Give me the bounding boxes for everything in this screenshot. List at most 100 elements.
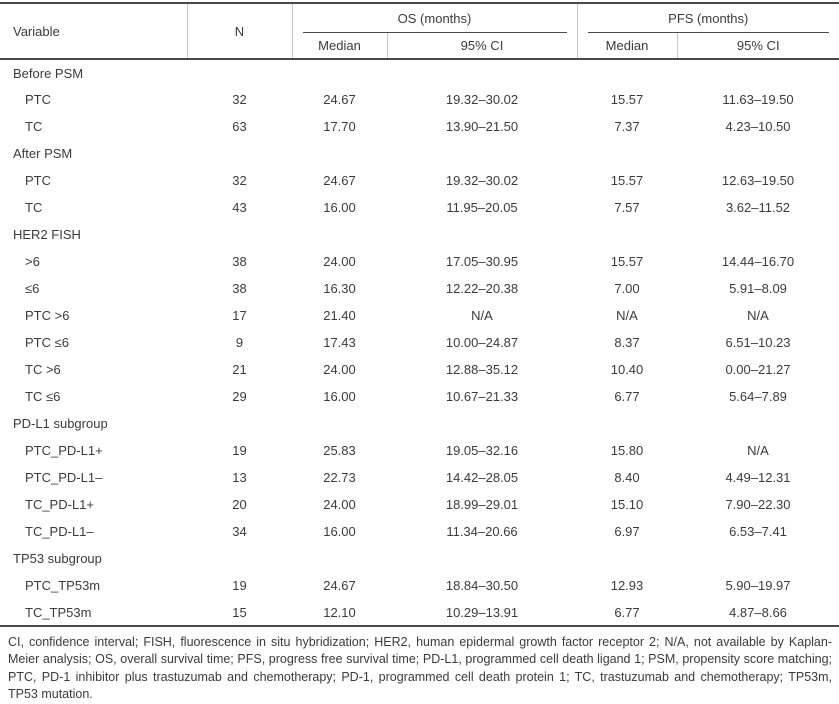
cell-os-ci: 19.32–30.02 (445, 173, 519, 188)
cell-os-ci: 13.90–21.50 (445, 119, 519, 134)
row-label: PTC ≤6 (25, 335, 69, 350)
cell-pfs-ci: 7.90–22.30 (725, 497, 791, 512)
row-label: PTC_PD-L1+ (25, 443, 103, 458)
column-group-os-label: OS (months) (302, 4, 567, 33)
cell-os-median: 16.30 (323, 281, 356, 296)
cell-n: 32 (232, 173, 247, 188)
cell-os-ci: 11.34–20.66 (446, 524, 518, 539)
column-header-n: N (186, 3, 292, 59)
column-header-variable: Variable (13, 23, 60, 39)
cell-os-ci: 18.84–30.50 (445, 578, 519, 593)
cell-os-median: 16.00 (323, 200, 356, 215)
cell-os-median: 24.67 (323, 173, 356, 188)
table-row: PTC 32 24.67 19.32–30.02 15.57 12.63–19.50 (0, 167, 839, 194)
cell-os-ci: 12.88–35.12 (445, 362, 519, 377)
cell-pfs-median: 15.57 (610, 254, 644, 269)
table-row: >6 38 24.00 17.05–30.95 15.57 14.44–16.70 (0, 248, 839, 275)
table-row: PTC 32 24.67 19.32–30.02 15.57 11.63–19.50 (0, 86, 839, 113)
section-row: After PSM (0, 140, 839, 167)
row-label: PTC_PD-L1– (25, 470, 103, 485)
cell-pfs-ci: 5.90–19.97 (725, 578, 791, 593)
table-row: PTC >6 17 21.40 N/A N/A N/A (0, 302, 839, 329)
cell-os-median: 17.43 (323, 335, 356, 350)
cell-pfs-ci: 12.63–19.50 (721, 173, 795, 188)
cell-pfs-ci: 5.91–8.09 (729, 281, 787, 296)
cell-pfs-ci: 4.23–10.50 (725, 119, 791, 134)
section-label: PD-L1 subgroup (13, 416, 108, 431)
table-row: TC_TP53m 15 12.10 10.29–13.91 6.77 4.87–8.66 (0, 599, 839, 626)
table-row: TC ≤6 29 16.00 10.67–21.33 6.77 5.64–7.89 (0, 383, 839, 410)
row-label: TC_PD-L1+ (25, 497, 94, 512)
cell-pfs-ci: 4.49–12.31 (725, 470, 791, 485)
cell-pfs-median: 8.37 (614, 335, 640, 350)
cell-pfs-median: 6.77 (614, 604, 640, 620)
column-group-pfs: PFS (months) (576, 3, 839, 33)
row-label: >6 (25, 254, 40, 269)
row-label: TC_PD-L1– (25, 524, 94, 539)
cell-n: 29 (232, 389, 247, 404)
table-row: ≤6 38 16.30 12.22–20.38 7.00 5.91–8.09 (0, 275, 839, 302)
cell-os-ci: 10.29–13.91 (445, 604, 519, 620)
cell-os-median: 12.10 (323, 604, 356, 620)
section-label: TP53 subgroup (13, 551, 102, 566)
cell-pfs-median: 15.57 (610, 92, 644, 107)
column-group-pfs-label: PFS (months) (587, 4, 829, 33)
cell-os-median: 17.70 (323, 119, 356, 134)
cell-os-ci: 12.22–20.38 (445, 281, 519, 296)
cell-n: 20 (232, 497, 247, 512)
cell-os-median: 24.00 (323, 362, 356, 377)
cell-os-ci: 14.42–28.05 (445, 470, 519, 485)
cell-pfs-median: 7.37 (614, 119, 640, 134)
cell-n: 9 (235, 335, 244, 350)
cell-pfs-ci: 14.44–16.70 (721, 254, 795, 269)
section-label: HER2 FISH (13, 227, 81, 242)
cell-os-median: 24.00 (323, 497, 356, 512)
cell-pfs-ci: 5.64–7.89 (729, 389, 787, 404)
cell-n: 19 (232, 578, 247, 593)
cell-os-ci: 19.05–32.16 (445, 443, 519, 458)
row-label: PTC_TP53m (25, 578, 101, 593)
cell-os-ci: 10.00–24.87 (445, 335, 519, 350)
table-row: TC 63 17.70 13.90–21.50 7.37 4.23–10.50 (0, 113, 839, 140)
cell-pfs-median: 7.00 (614, 281, 640, 296)
cell-n: 63 (232, 119, 247, 134)
cell-n: 43 (232, 200, 247, 215)
cell-n: 19 (232, 443, 247, 458)
table-row: TC 43 16.00 11.95–20.05 7.57 3.62–11.52 (0, 194, 839, 221)
cell-pfs-median: 15.10 (610, 497, 644, 512)
cell-os-median: 16.00 (323, 524, 356, 539)
cell-os-median: 24.00 (323, 254, 356, 269)
cell-pfs-median: 8.40 (614, 470, 640, 485)
cell-os-ci: 19.32–30.02 (445, 92, 519, 107)
survival-analysis-table: Variable N OS (months) PFS (months) Medi… (0, 2, 839, 627)
cell-os-median: 25.83 (323, 443, 356, 458)
cell-n: 17 (232, 308, 247, 323)
row-label: TC (25, 200, 43, 215)
table-row: PTC_PD-L1– 13 22.73 14.42–28.05 8.40 4.49–12.… (0, 464, 839, 491)
table-row: PTC ≤6 9 17.43 10.00–24.87 8.37 6.51–10.23 (0, 329, 839, 356)
cell-pfs-ci: N/A (747, 308, 769, 323)
cell-pfs-median: 10.40 (610, 362, 644, 377)
cell-pfs-median: 15.57 (610, 173, 644, 188)
cell-n: 38 (232, 281, 247, 296)
cell-pfs-median: 7.57 (614, 200, 640, 215)
cell-os-median: 24.67 (323, 92, 356, 107)
section-label: After PSM (13, 146, 73, 161)
header-group-row: Variable N OS (months) PFS (months) (0, 3, 839, 59)
cell-os-ci: 11.95–20.05 (446, 200, 518, 215)
column-group-os: OS (months) (291, 3, 577, 33)
table-body: Before PSM PTC 32 24.67 19.32–30.02 15.57 11.6… (0, 59, 839, 626)
row-label: ≤6 (25, 281, 40, 296)
cell-pfs-median: N/A (616, 308, 638, 323)
cell-os-ci: 10.67–21.33 (445, 389, 519, 404)
table-row: TC_PD-L1+ 20 24.00 18.99–29.01 15.10 7.90–22.… (0, 491, 839, 518)
cell-pfs-median: 6.97 (614, 524, 640, 539)
section-label: Before PSM (13, 65, 84, 81)
row-label: PTC (25, 173, 51, 188)
table-row: TC >6 21 24.00 12.88–35.12 10.40 0.00–21.27 (0, 356, 839, 383)
cell-os-median: 22.73 (323, 470, 356, 485)
row-label: TC_TP53m (25, 604, 92, 620)
cell-n: 15 (232, 604, 247, 620)
cell-os-median: 21.40 (323, 308, 356, 323)
